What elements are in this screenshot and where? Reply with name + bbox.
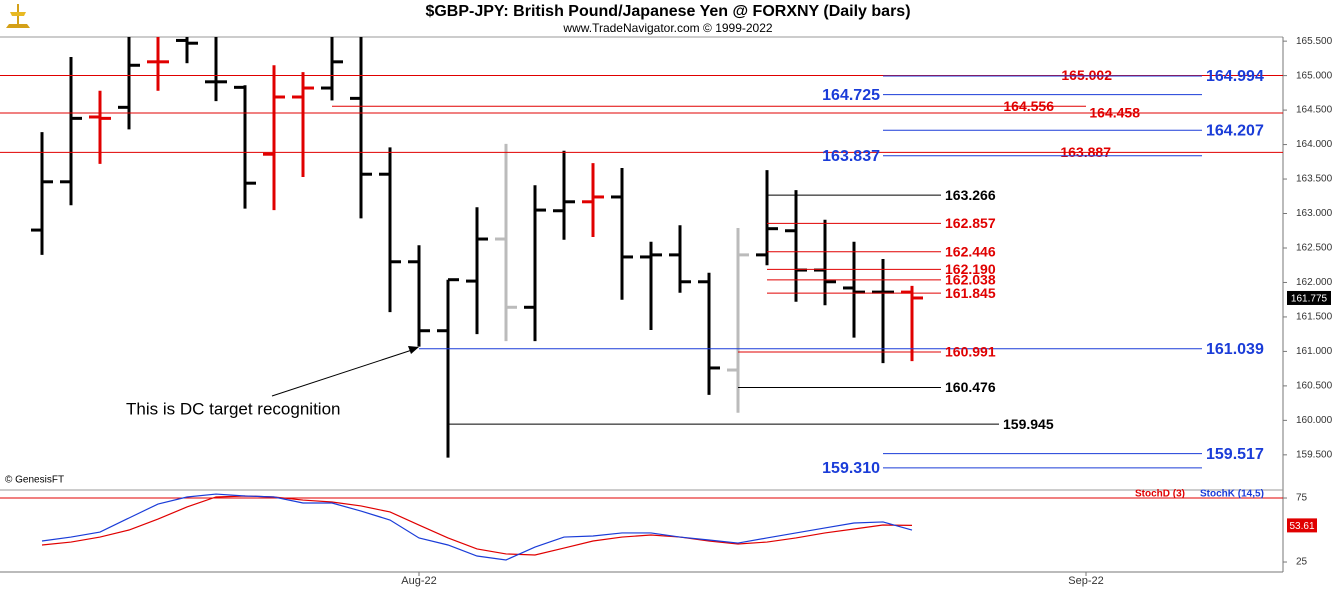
level-label: 164.556 [1003, 98, 1054, 114]
y-tick-label: 162.500 [1296, 243, 1333, 254]
last-value-box [1287, 290, 1331, 305]
x-tick-label: Sep-22 [1068, 575, 1103, 587]
last-value-label: 161.775 [1291, 294, 1328, 305]
y-tick-label: 160.000 [1296, 415, 1333, 426]
y-tick-label: 162.000 [1296, 277, 1333, 288]
y-tick-label: 165.000 [1296, 70, 1333, 81]
chart-subtitle: www.TradeNavigator.com © 1999-2022 [562, 21, 772, 35]
level-label: 163.887 [1060, 144, 1111, 160]
y-tick-label: 164.000 [1296, 139, 1333, 150]
y-tick-label: 160.500 [1296, 381, 1333, 392]
level-label: 162.038 [945, 272, 996, 288]
y-tick-label: 163.000 [1296, 208, 1333, 219]
level-label: 164.207 [1206, 123, 1264, 140]
y-tick-label: 161.000 [1296, 346, 1333, 357]
series-line [41, 493, 913, 561]
level-label: 165.002 [1061, 67, 1112, 83]
y-tick-label: 159.500 [1296, 449, 1333, 460]
legend-entry: StochK (14,5) [1200, 489, 1264, 500]
level-label: 161.845 [945, 285, 996, 301]
watermark: © GenesisFT [5, 475, 64, 486]
y-tick-label: 25 [1296, 557, 1308, 568]
x-tick-label: Aug-22 [401, 575, 436, 587]
annotation: This is DC target recognition [126, 399, 340, 418]
level-label: 164.994 [1206, 68, 1264, 85]
last-value-box [1287, 518, 1317, 533]
level-label: 160.991 [945, 344, 996, 360]
series-line [41, 495, 913, 556]
level-label: 160.476 [945, 379, 996, 395]
level-label: 159.310 [822, 460, 880, 477]
level-label: 162.446 [945, 243, 996, 259]
level-label: 163.266 [945, 187, 996, 203]
annotation-arrow [271, 346, 419, 397]
chart-title: $GBP-JPY: British Pound/Japanese Yen @ F… [425, 3, 910, 20]
y-tick-label: 165.500 [1296, 36, 1333, 47]
level-label: 164.725 [822, 87, 880, 104]
level-label: 163.837 [822, 148, 880, 165]
y-tick-label: 164.500 [1296, 105, 1333, 116]
level-label: 162.190 [945, 261, 996, 277]
y-tick-label: 75 [1296, 493, 1308, 504]
logo [6, 4, 30, 28]
level-label: 162.857 [945, 215, 996, 231]
level-label: 161.039 [1206, 341, 1264, 358]
legend-entry: StochD (3) [1135, 489, 1185, 500]
y-tick-label: 161.500 [1296, 312, 1333, 323]
level-label: 159.945 [1003, 416, 1054, 432]
level-label: 164.458 [1089, 105, 1140, 121]
last-value-label: 53.61 [1289, 521, 1314, 532]
y-tick-label: 163.500 [1296, 174, 1333, 185]
level-label: 159.517 [1206, 446, 1264, 463]
